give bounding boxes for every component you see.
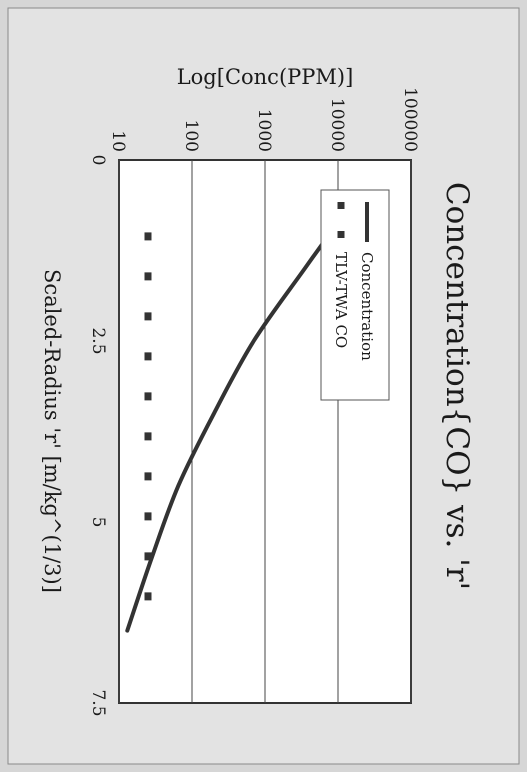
legend: Concentration TLV-TWA CO <box>320 189 390 401</box>
y-tick-label: 100 <box>181 120 201 152</box>
y-tick-labels: 100000 10000 1000 100 10 <box>108 87 420 152</box>
rotated-chart: Concentration{CO} vs. 'r' 02.557.5 10000… <box>40 65 475 717</box>
legend-box <box>320 189 390 401</box>
y-tick-label: 10000 <box>327 98 347 152</box>
series-concentration <box>125 212 346 633</box>
chart-title: Concentration{CO} vs. 'r' <box>439 182 475 590</box>
legend-label: Concentration <box>358 252 376 361</box>
x-tick-label: 2.5 <box>88 327 108 354</box>
y-tick-label: 100000 <box>400 87 420 152</box>
series-layer <box>125 212 346 633</box>
y-tick-label: 10 <box>108 130 128 152</box>
x-tick-label: 5 <box>88 517 108 528</box>
x-axis-title: Scaled-Radius 'r' [m/kg^(1/3)] <box>40 269 64 593</box>
x-tick-labels: 0 2.5 5 7.5 <box>88 155 108 717</box>
y-tick-label: 1000 <box>254 109 274 152</box>
grid <box>118 160 412 703</box>
x-tick-label: 7.5 <box>88 689 108 716</box>
y-axis-title: Log[Conc(PPM)] <box>177 65 354 89</box>
legend-label: TLV-TWA CO <box>332 252 350 348</box>
x-tick-label: 0 <box>88 155 108 166</box>
